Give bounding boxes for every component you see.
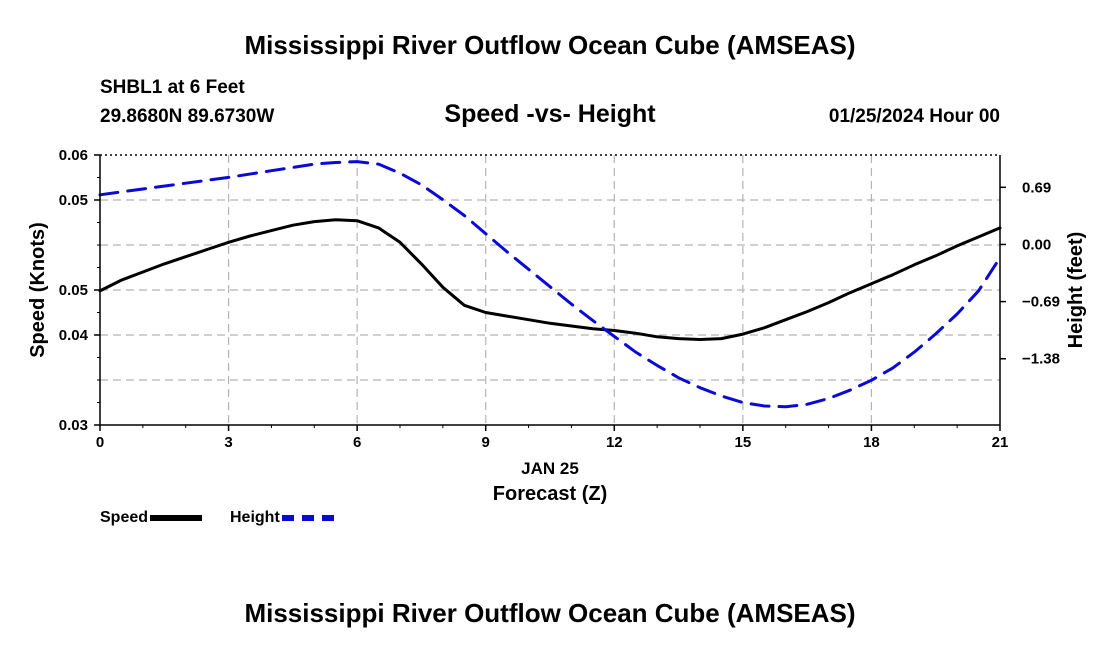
- legend-height-swatch: [281, 515, 334, 521]
- x-axis-label: Forecast (Z): [493, 483, 607, 505]
- x-tick-label: 21: [992, 434, 1009, 451]
- x-tick-label: 9: [482, 434, 490, 451]
- series-layer: [98, 160, 1002, 409]
- legend-speed-swatch: [150, 515, 203, 521]
- x-tick-label: 15: [735, 434, 752, 451]
- coordinates-label: 29.8680N 89.6730W: [100, 106, 275, 127]
- y2-tick-label: −0.69: [1022, 294, 1060, 311]
- legend-height: Height: [230, 509, 334, 527]
- series-line-speed: [98, 218, 1002, 341]
- chart-main-title: Mississippi River Outflow Ocean Cube (AM…: [244, 30, 856, 60]
- x-tick-label: 6: [353, 434, 361, 451]
- y-tick-label: 0.03: [59, 417, 88, 434]
- legend-height-label: Height: [230, 509, 280, 526]
- y-tick-label: 0.04: [59, 327, 89, 344]
- y-axis-label: Speed (Knots): [27, 222, 49, 358]
- chart-subtitle: Speed -vs- Height: [444, 100, 656, 128]
- x-tick-label: 18: [863, 434, 880, 451]
- series-line-height: [98, 160, 1002, 409]
- x-tick-label: 12: [606, 434, 623, 451]
- x-axis-date-label: JAN 25: [521, 459, 579, 478]
- footer-title: Mississippi River Outflow Ocean Cube (AM…: [244, 598, 856, 628]
- y2-axis-label: Height (feet): [1065, 232, 1087, 349]
- y2-tick-label: 0.69: [1022, 179, 1051, 196]
- legend-speed-label: Speed: [100, 509, 149, 526]
- x-tick-label: 3: [224, 434, 232, 451]
- station-label: SHBL1 at 6 Feet: [100, 77, 245, 98]
- y-tick-label: 0.05: [59, 192, 88, 209]
- y-tick-label: 0.06: [59, 147, 88, 164]
- y-tick-label: 0.05: [59, 282, 88, 299]
- y2-tick-label: 0.00: [1022, 236, 1051, 253]
- y2-tick-label: −1.38: [1022, 351, 1060, 368]
- forecast-datetime: 01/25/2024 Hour 00: [828, 106, 1000, 127]
- grid: [100, 155, 1000, 425]
- axes: 0 3 6 9 12 15 18 21 0.03 0.04 0.05 0.05 0.06 0.69 0.00…: [59, 147, 1060, 451]
- x-tick-label: 0: [96, 434, 104, 451]
- legend-speed: Speed: [100, 509, 203, 527]
